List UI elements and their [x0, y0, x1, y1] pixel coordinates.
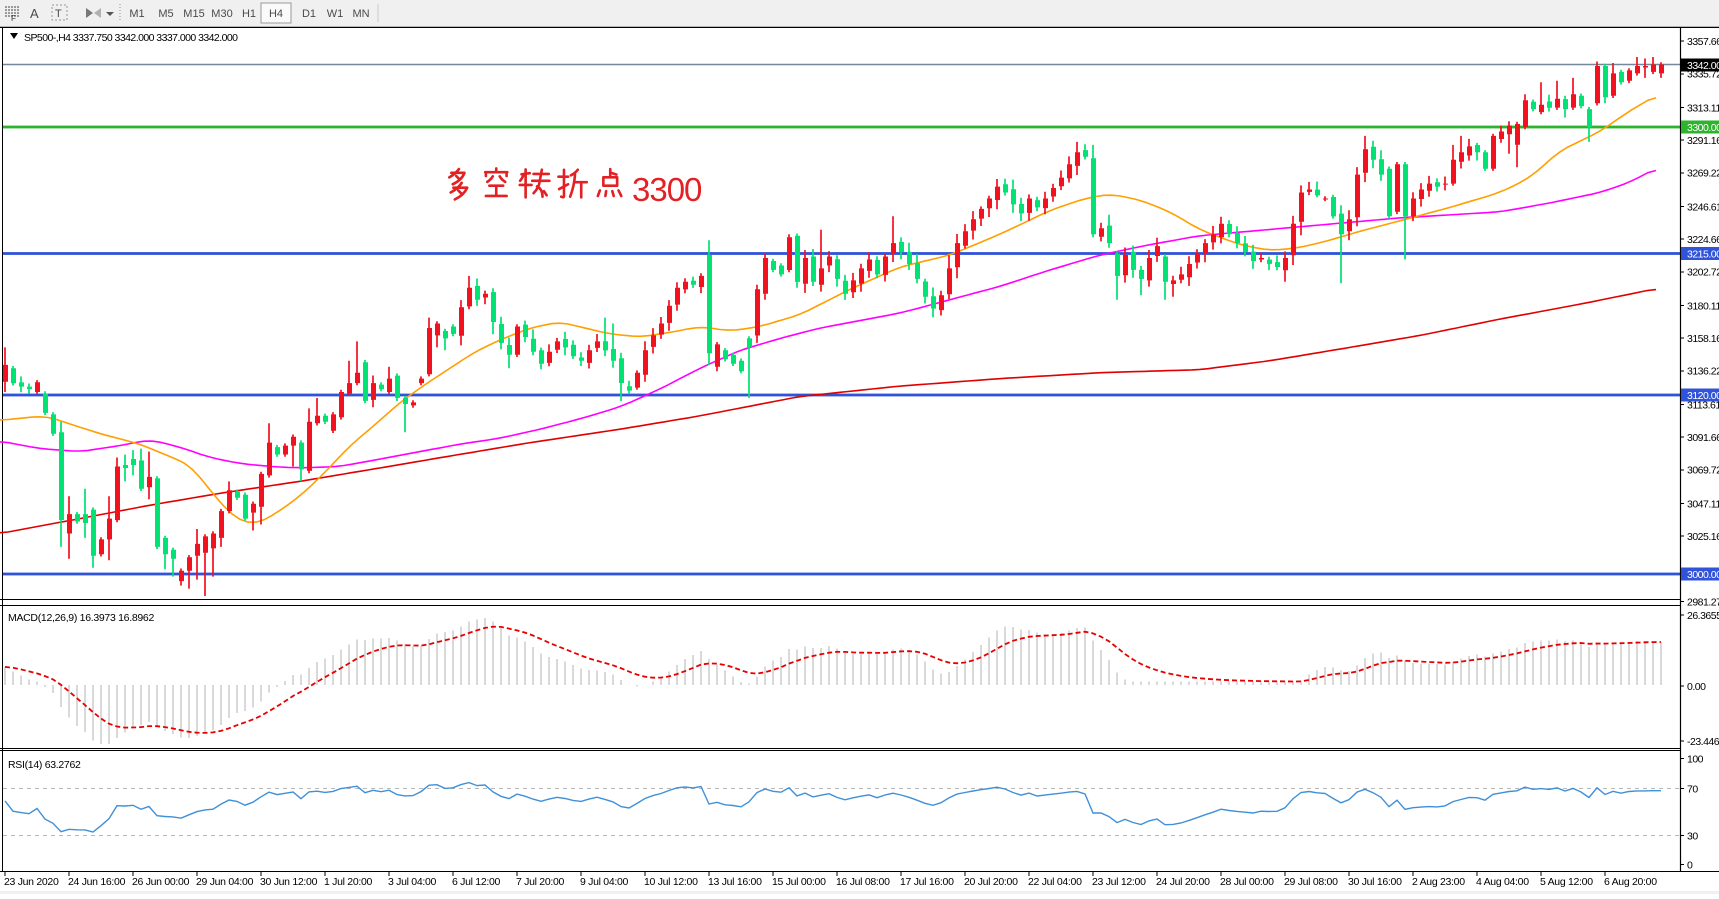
svg-text:H1: H1	[242, 8, 256, 20]
svg-text:20 Jul 20:00: 20 Jul 20:00	[964, 876, 1018, 888]
svg-text:3300.00: 3300.00	[1687, 122, 1719, 134]
svg-text:3025.16: 3025.16	[1687, 531, 1719, 543]
svg-text:-23.4467: -23.4467	[1687, 736, 1719, 748]
svg-text:28 Jul 00:00: 28 Jul 00:00	[1220, 876, 1274, 888]
svg-text:3069.72: 3069.72	[1687, 465, 1719, 477]
svg-text:3357.66: 3357.66	[1687, 36, 1719, 48]
svg-text:3269.22: 3269.22	[1687, 168, 1719, 180]
svg-text:3047.11: 3047.11	[1687, 498, 1719, 510]
svg-text:3120.00: 3120.00	[1687, 390, 1719, 402]
svg-text:RSI(14) 63.2762: RSI(14) 63.2762	[8, 759, 81, 771]
svg-text:26.3655: 26.3655	[1687, 610, 1719, 622]
svg-text:3180.11: 3180.11	[1687, 300, 1719, 312]
svg-text:16 Jul 08:00: 16 Jul 08:00	[836, 876, 890, 888]
svg-text:17 Jul 16:00: 17 Jul 16:00	[900, 876, 954, 888]
svg-text:3342.00: 3342.00	[1687, 60, 1719, 72]
svg-text:0: 0	[1687, 859, 1693, 871]
svg-text:SP500-,H4 3337.750 3342.000 3: SP500-,H4 3337.750 3342.000 3337.000 334…	[24, 32, 238, 44]
svg-text:M15: M15	[183, 8, 204, 20]
svg-text:D1: D1	[302, 8, 316, 20]
svg-text:T: T	[55, 8, 62, 20]
svg-text:29 Jun 04:00: 29 Jun 04:00	[196, 876, 254, 888]
svg-text:A: A	[30, 6, 39, 21]
svg-text:M30: M30	[211, 8, 232, 20]
svg-text:W1: W1	[327, 8, 344, 20]
svg-text:30 Jun 12:00: 30 Jun 12:00	[260, 876, 318, 888]
svg-text:3158.16: 3158.16	[1687, 333, 1719, 345]
svg-text:MN: MN	[352, 8, 369, 20]
svg-text:6 Jul 12:00: 6 Jul 12:00	[452, 876, 501, 888]
svg-text:24 Jun 16:00: 24 Jun 16:00	[68, 876, 126, 888]
svg-text:3224.66: 3224.66	[1687, 234, 1719, 246]
svg-text:23 Jun 2020: 23 Jun 2020	[4, 876, 59, 888]
svg-text:10 Jul 12:00: 10 Jul 12:00	[644, 876, 698, 888]
svg-text:M5: M5	[158, 8, 173, 20]
svg-text:24 Jul 20:00: 24 Jul 20:00	[1156, 876, 1210, 888]
svg-text:70: 70	[1687, 783, 1698, 795]
svg-text:M1: M1	[129, 8, 144, 20]
svg-text:3 Jul 04:00: 3 Jul 04:00	[388, 876, 437, 888]
svg-text:6 Aug 20:00: 6 Aug 20:00	[1604, 876, 1657, 888]
svg-text:3300: 3300	[632, 171, 702, 208]
svg-text:100: 100	[1687, 753, 1704, 765]
svg-text:3202.72: 3202.72	[1687, 267, 1719, 279]
svg-text:26 Jun 00:00: 26 Jun 00:00	[132, 876, 190, 888]
svg-text:3335.72: 3335.72	[1687, 69, 1719, 81]
svg-text:30 Jul 16:00: 30 Jul 16:00	[1348, 876, 1402, 888]
svg-text:3136.22: 3136.22	[1687, 366, 1719, 378]
svg-text:9 Jul 04:00: 9 Jul 04:00	[580, 876, 629, 888]
svg-text:3215.00: 3215.00	[1687, 249, 1719, 261]
svg-text:3000.00: 3000.00	[1687, 569, 1719, 581]
svg-text:3246.61: 3246.61	[1687, 201, 1719, 213]
svg-text:3091.66: 3091.66	[1687, 432, 1719, 444]
svg-text:MACD(12,26,9) 16.3973 16.8962: MACD(12,26,9) 16.3973 16.8962	[8, 612, 154, 624]
svg-text:7 Jul 20:00: 7 Jul 20:00	[516, 876, 565, 888]
svg-text:2981.27: 2981.27	[1687, 596, 1719, 608]
svg-text:0.00: 0.00	[1687, 681, 1706, 693]
svg-text:F: F	[11, 14, 16, 23]
svg-text:29 Jul 08:00: 29 Jul 08:00	[1284, 876, 1338, 888]
svg-text:13 Jul 16:00: 13 Jul 16:00	[708, 876, 762, 888]
svg-text:15 Jul 00:00: 15 Jul 00:00	[772, 876, 826, 888]
svg-text:H4: H4	[269, 8, 283, 20]
svg-text:1 Jul 20:00: 1 Jul 20:00	[324, 876, 373, 888]
svg-text:23 Jul 12:00: 23 Jul 12:00	[1092, 876, 1146, 888]
svg-text:3313.11: 3313.11	[1687, 102, 1719, 114]
svg-text:5 Aug 12:00: 5 Aug 12:00	[1540, 876, 1593, 888]
svg-text:4 Aug 04:00: 4 Aug 04:00	[1476, 876, 1529, 888]
svg-text:2 Aug 23:00: 2 Aug 23:00	[1412, 876, 1465, 888]
svg-text:3113.61: 3113.61	[1687, 399, 1719, 411]
svg-text:22 Jul 04:00: 22 Jul 04:00	[1028, 876, 1082, 888]
svg-text:3291.16: 3291.16	[1687, 135, 1719, 147]
svg-text:30: 30	[1687, 830, 1698, 842]
